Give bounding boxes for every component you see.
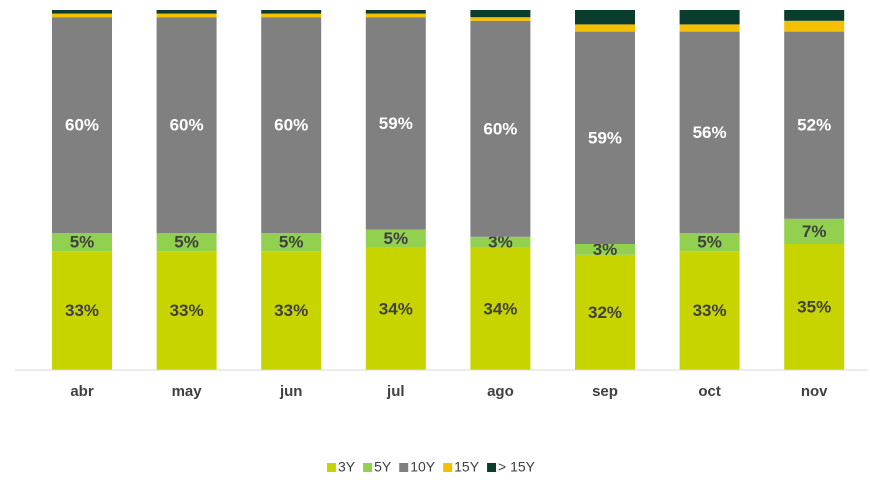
data-label: 52% bbox=[797, 116, 831, 135]
bar-segment bbox=[784, 20, 845, 32]
data-label: 33% bbox=[170, 301, 204, 320]
bar-segment bbox=[261, 17, 322, 234]
legend-swatch bbox=[443, 463, 453, 472]
bar-segment bbox=[470, 10, 531, 18]
bar-segment bbox=[784, 218, 845, 244]
bar-segment bbox=[365, 17, 426, 230]
bar-segment bbox=[470, 17, 531, 21]
bar-segment bbox=[156, 233, 217, 252]
bar-segment bbox=[52, 251, 112, 370]
data-label: 5% bbox=[70, 233, 95, 252]
bar-segment bbox=[156, 13, 217, 18]
bar-segment bbox=[365, 10, 426, 14]
bar-segment bbox=[261, 251, 322, 370]
data-label: 60% bbox=[170, 116, 204, 135]
x-tick-label: nov bbox=[801, 383, 828, 400]
data-label: 5% bbox=[384, 229, 409, 248]
bar-segment bbox=[261, 233, 322, 252]
bar-segment bbox=[156, 17, 217, 234]
bar-segment bbox=[784, 244, 845, 370]
legend-swatch bbox=[487, 463, 497, 472]
data-label: 5% bbox=[697, 233, 722, 252]
bar-segment bbox=[52, 17, 112, 234]
bar-segment bbox=[679, 24, 740, 32]
legend-swatch bbox=[363, 463, 373, 472]
bar-segment bbox=[156, 251, 217, 370]
legend-label: 10Y bbox=[410, 459, 436, 475]
bar-segment bbox=[679, 233, 740, 252]
data-label: 60% bbox=[483, 119, 517, 138]
legend-label: > 15Y bbox=[498, 459, 536, 475]
x-tick-label: oct bbox=[698, 383, 721, 400]
legend-swatch bbox=[399, 463, 409, 472]
x-tick-label: abr bbox=[70, 383, 94, 400]
bar-segment bbox=[575, 244, 635, 255]
bar-segment bbox=[784, 31, 845, 219]
bar-segment bbox=[52, 233, 112, 252]
data-label: 33% bbox=[274, 301, 308, 320]
data-label: 33% bbox=[65, 301, 99, 320]
bar-segment bbox=[261, 13, 322, 18]
bar-segment bbox=[261, 10, 322, 14]
data-label: 5% bbox=[279, 233, 304, 252]
bar-segment bbox=[575, 31, 635, 244]
bar-segment bbox=[470, 247, 531, 370]
bar-segment bbox=[470, 20, 531, 237]
legend-label: 15Y bbox=[454, 459, 480, 475]
legend-swatch bbox=[326, 463, 336, 472]
data-label: 59% bbox=[588, 128, 622, 147]
bar-segment bbox=[575, 10, 635, 25]
x-tick-label: sep bbox=[592, 383, 618, 400]
data-label: 33% bbox=[693, 301, 727, 320]
data-label: 5% bbox=[174, 233, 199, 252]
x-tick-label: may bbox=[172, 383, 203, 400]
bar-segment bbox=[575, 24, 635, 32]
data-label: 60% bbox=[65, 116, 99, 135]
bar-segment bbox=[156, 10, 217, 14]
bar-segment bbox=[365, 13, 426, 18]
data-label: 56% bbox=[693, 123, 727, 142]
data-label: 59% bbox=[379, 114, 413, 133]
data-label: 34% bbox=[483, 299, 517, 318]
x-tick-label: jul bbox=[386, 383, 405, 400]
bar-segment bbox=[679, 10, 740, 25]
bar-segment bbox=[365, 229, 426, 248]
bar-segment bbox=[470, 236, 531, 248]
data-label: 34% bbox=[379, 299, 413, 318]
data-label: 32% bbox=[588, 303, 622, 322]
bar-segment bbox=[575, 254, 635, 370]
data-label: 3% bbox=[593, 240, 618, 259]
bar-segment bbox=[784, 10, 845, 21]
data-label: 35% bbox=[797, 297, 831, 316]
bar-segment bbox=[679, 251, 740, 370]
data-label: 7% bbox=[802, 222, 827, 241]
data-label: 3% bbox=[488, 233, 513, 252]
x-tick-label: ago bbox=[487, 383, 514, 400]
x-tick-label: jun bbox=[279, 383, 303, 400]
bar-segment bbox=[52, 13, 112, 18]
legend-label: 5Y bbox=[374, 459, 392, 475]
bar-segment bbox=[52, 10, 112, 14]
data-label: 60% bbox=[274, 116, 308, 135]
bar-segment bbox=[679, 31, 740, 234]
legend-label: 3Y bbox=[338, 459, 356, 475]
bar-segment bbox=[365, 247, 426, 370]
